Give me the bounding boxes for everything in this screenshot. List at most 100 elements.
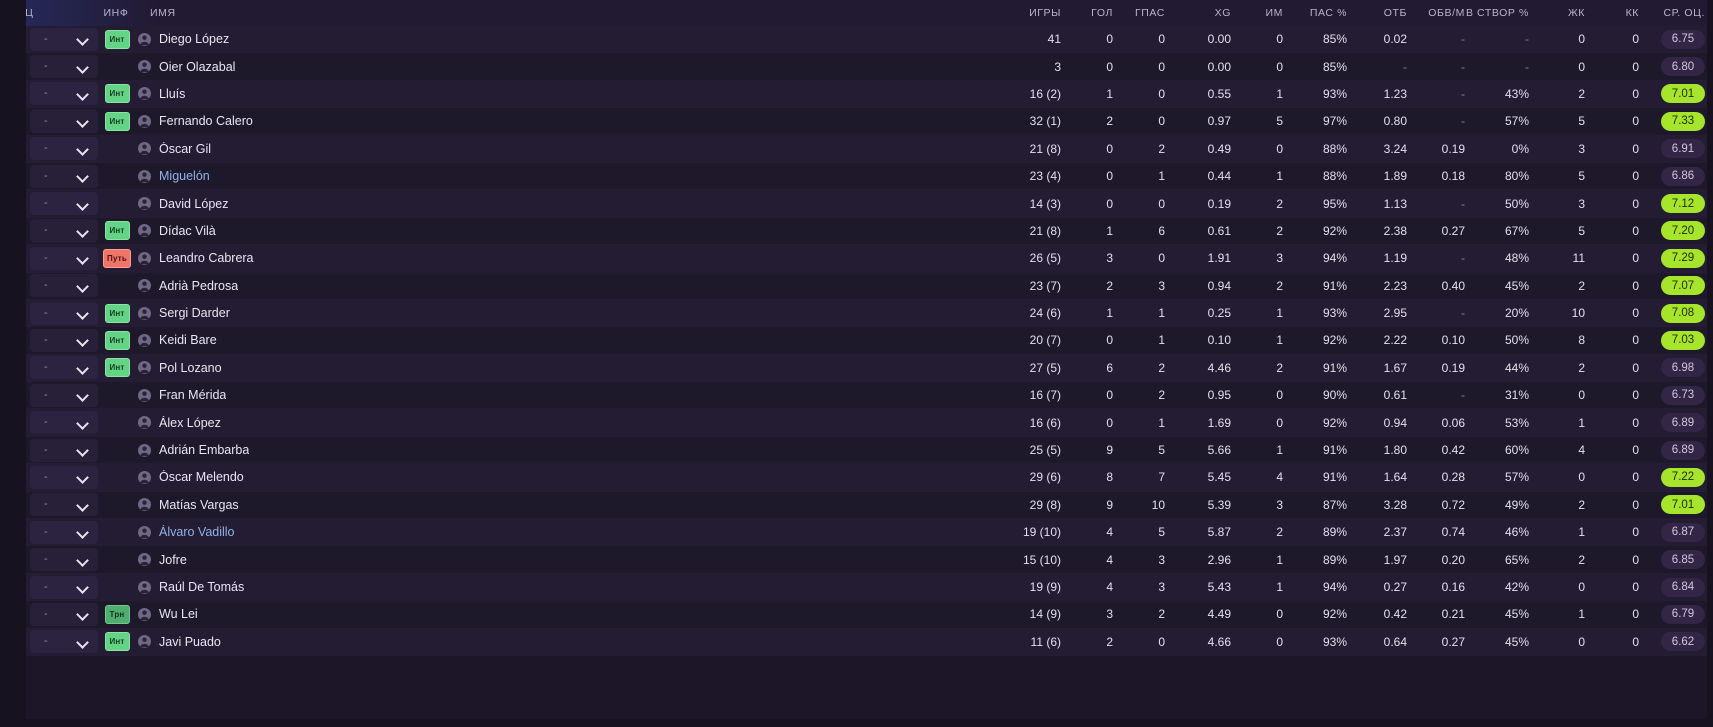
player-name[interactable]: Óscar Gil (159, 141, 212, 156)
chevron-down-icon[interactable] (78, 226, 88, 236)
column-header-obv[interactable]: ОБВ/М (1428, 7, 1465, 19)
status-badge[interactable]: Инт (104, 84, 130, 104)
column-header-pass-pct[interactable]: ПАС % (1309, 7, 1347, 19)
player-name[interactable]: Jofre (159, 552, 187, 567)
player-name-cell[interactable]: Álex López (134, 416, 975, 430)
status-badge[interactable]: Инт (104, 111, 130, 131)
player-name[interactable]: Javi Puado (159, 634, 221, 649)
row-position-dropdown[interactable]: - (30, 438, 98, 462)
column-header-im[interactable]: ИМ (1265, 7, 1283, 19)
chevron-down-icon[interactable] (78, 308, 88, 318)
player-name-cell[interactable]: Pol Lozano (134, 361, 975, 375)
status-badge[interactable]: Инт (104, 221, 130, 241)
column-header-assists[interactable]: ГПАС (1135, 7, 1165, 19)
row-position-dropdown[interactable]: - (30, 465, 98, 489)
row-position-dropdown[interactable]: - (30, 411, 98, 435)
player-name[interactable]: Adrián Embarba (159, 443, 250, 458)
player-name[interactable]: Álex López (159, 415, 221, 430)
row-position-dropdown[interactable]: - (30, 246, 98, 270)
chevron-down-icon[interactable] (78, 390, 88, 400)
row-position-dropdown[interactable]: - (30, 548, 98, 572)
player-name-cell[interactable]: Miguelón (134, 169, 975, 183)
column-header-yellow-cards[interactable]: ЖК (1567, 7, 1585, 19)
status-badge[interactable]: Инт (104, 29, 130, 49)
player-name[interactable]: David López (159, 196, 229, 211)
column-header-goals[interactable]: ГОЛ (1091, 7, 1113, 19)
column-header-info[interactable]: ИНФ (103, 7, 129, 19)
row-position-dropdown[interactable]: - (30, 164, 98, 188)
chevron-down-icon[interactable] (78, 335, 88, 345)
row-position-dropdown[interactable]: - (30, 520, 98, 544)
row-position-dropdown[interactable]: - (30, 328, 98, 352)
chevron-down-icon[interactable] (78, 89, 88, 99)
column-header-tackles[interactable]: ОТБ (1383, 7, 1407, 19)
column-header-red-cards[interactable]: КК (1625, 7, 1639, 19)
player-name[interactable]: Oier Olazabal (159, 59, 236, 74)
row-position-dropdown[interactable]: - (30, 82, 98, 106)
player-name-cell[interactable]: Jofre (134, 553, 975, 567)
row-position-dropdown[interactable]: - (30, 55, 98, 79)
player-name-cell[interactable]: David López (134, 197, 975, 211)
status-badge[interactable]: Инт (104, 303, 130, 323)
column-header-on-target-pct[interactable]: В СТВОР % (1465, 7, 1529, 19)
player-name-cell[interactable]: Javi Puado (134, 635, 975, 649)
row-position-dropdown[interactable]: - (30, 109, 98, 133)
chevron-down-icon[interactable] (78, 637, 88, 647)
chevron-down-icon[interactable] (78, 500, 88, 510)
player-name-cell[interactable]: Dídac Vilà (134, 224, 975, 238)
column-header-name[interactable]: ИМЯ (150, 7, 176, 19)
chevron-down-icon[interactable] (78, 527, 88, 537)
player-name[interactable]: Lluís (159, 86, 186, 101)
player-name[interactable]: Leandro Cabrera (159, 251, 254, 266)
chevron-down-icon[interactable] (78, 582, 88, 592)
player-name-cell[interactable]: Lluís (134, 87, 975, 101)
chevron-down-icon[interactable] (78, 62, 88, 72)
row-position-dropdown[interactable]: - (30, 137, 98, 161)
row-position-dropdown[interactable]: - (30, 630, 98, 654)
chevron-down-icon[interactable] (78, 253, 88, 263)
player-name-cell[interactable]: Adrián Embarba (134, 443, 975, 457)
chevron-down-icon[interactable] (78, 472, 88, 482)
player-name-cell[interactable]: Sergi Darder (134, 306, 975, 320)
player-name[interactable]: Óscar Melendo (159, 470, 244, 485)
chevron-down-icon[interactable] (78, 418, 88, 428)
player-name-cell[interactable]: Adrià Pedrosa (134, 279, 975, 293)
chevron-down-icon[interactable] (78, 116, 88, 126)
player-name-cell[interactable]: Matías Vargas (134, 498, 975, 512)
column-header-games[interactable]: ИГРЫ (1029, 7, 1061, 19)
player-name-cell[interactable]: Óscar Melendo (134, 470, 975, 484)
player-name-cell[interactable]: Raúl De Tomás (134, 580, 975, 594)
player-name[interactable]: Raúl De Tomás (159, 580, 245, 594)
player-name-cell[interactable]: Oier Olazabal (134, 60, 975, 74)
row-position-dropdown[interactable]: - (30, 274, 98, 298)
column-header-xg[interactable]: XG (1214, 7, 1231, 19)
chevron-down-icon[interactable] (78, 171, 88, 181)
player-name-cell[interactable]: Leandro Cabrera (134, 251, 975, 265)
column-header-avg-rating[interactable]: СР. ОЦ. (1663, 7, 1705, 19)
row-position-dropdown[interactable]: - (30, 383, 98, 407)
row-position-dropdown[interactable]: - (30, 602, 98, 626)
chevron-down-icon[interactable] (78, 609, 88, 619)
chevron-down-icon[interactable] (78, 281, 88, 291)
player-name[interactable]: Álvaro Vadillo (159, 525, 235, 540)
chevron-down-icon[interactable] (78, 144, 88, 154)
status-badge[interactable]: Путь (103, 248, 131, 268)
row-position-dropdown[interactable]: - (30, 219, 98, 243)
player-name-cell[interactable]: Álvaro Vadillo (134, 525, 975, 539)
player-name-cell[interactable]: Fran Mérida (134, 388, 975, 402)
